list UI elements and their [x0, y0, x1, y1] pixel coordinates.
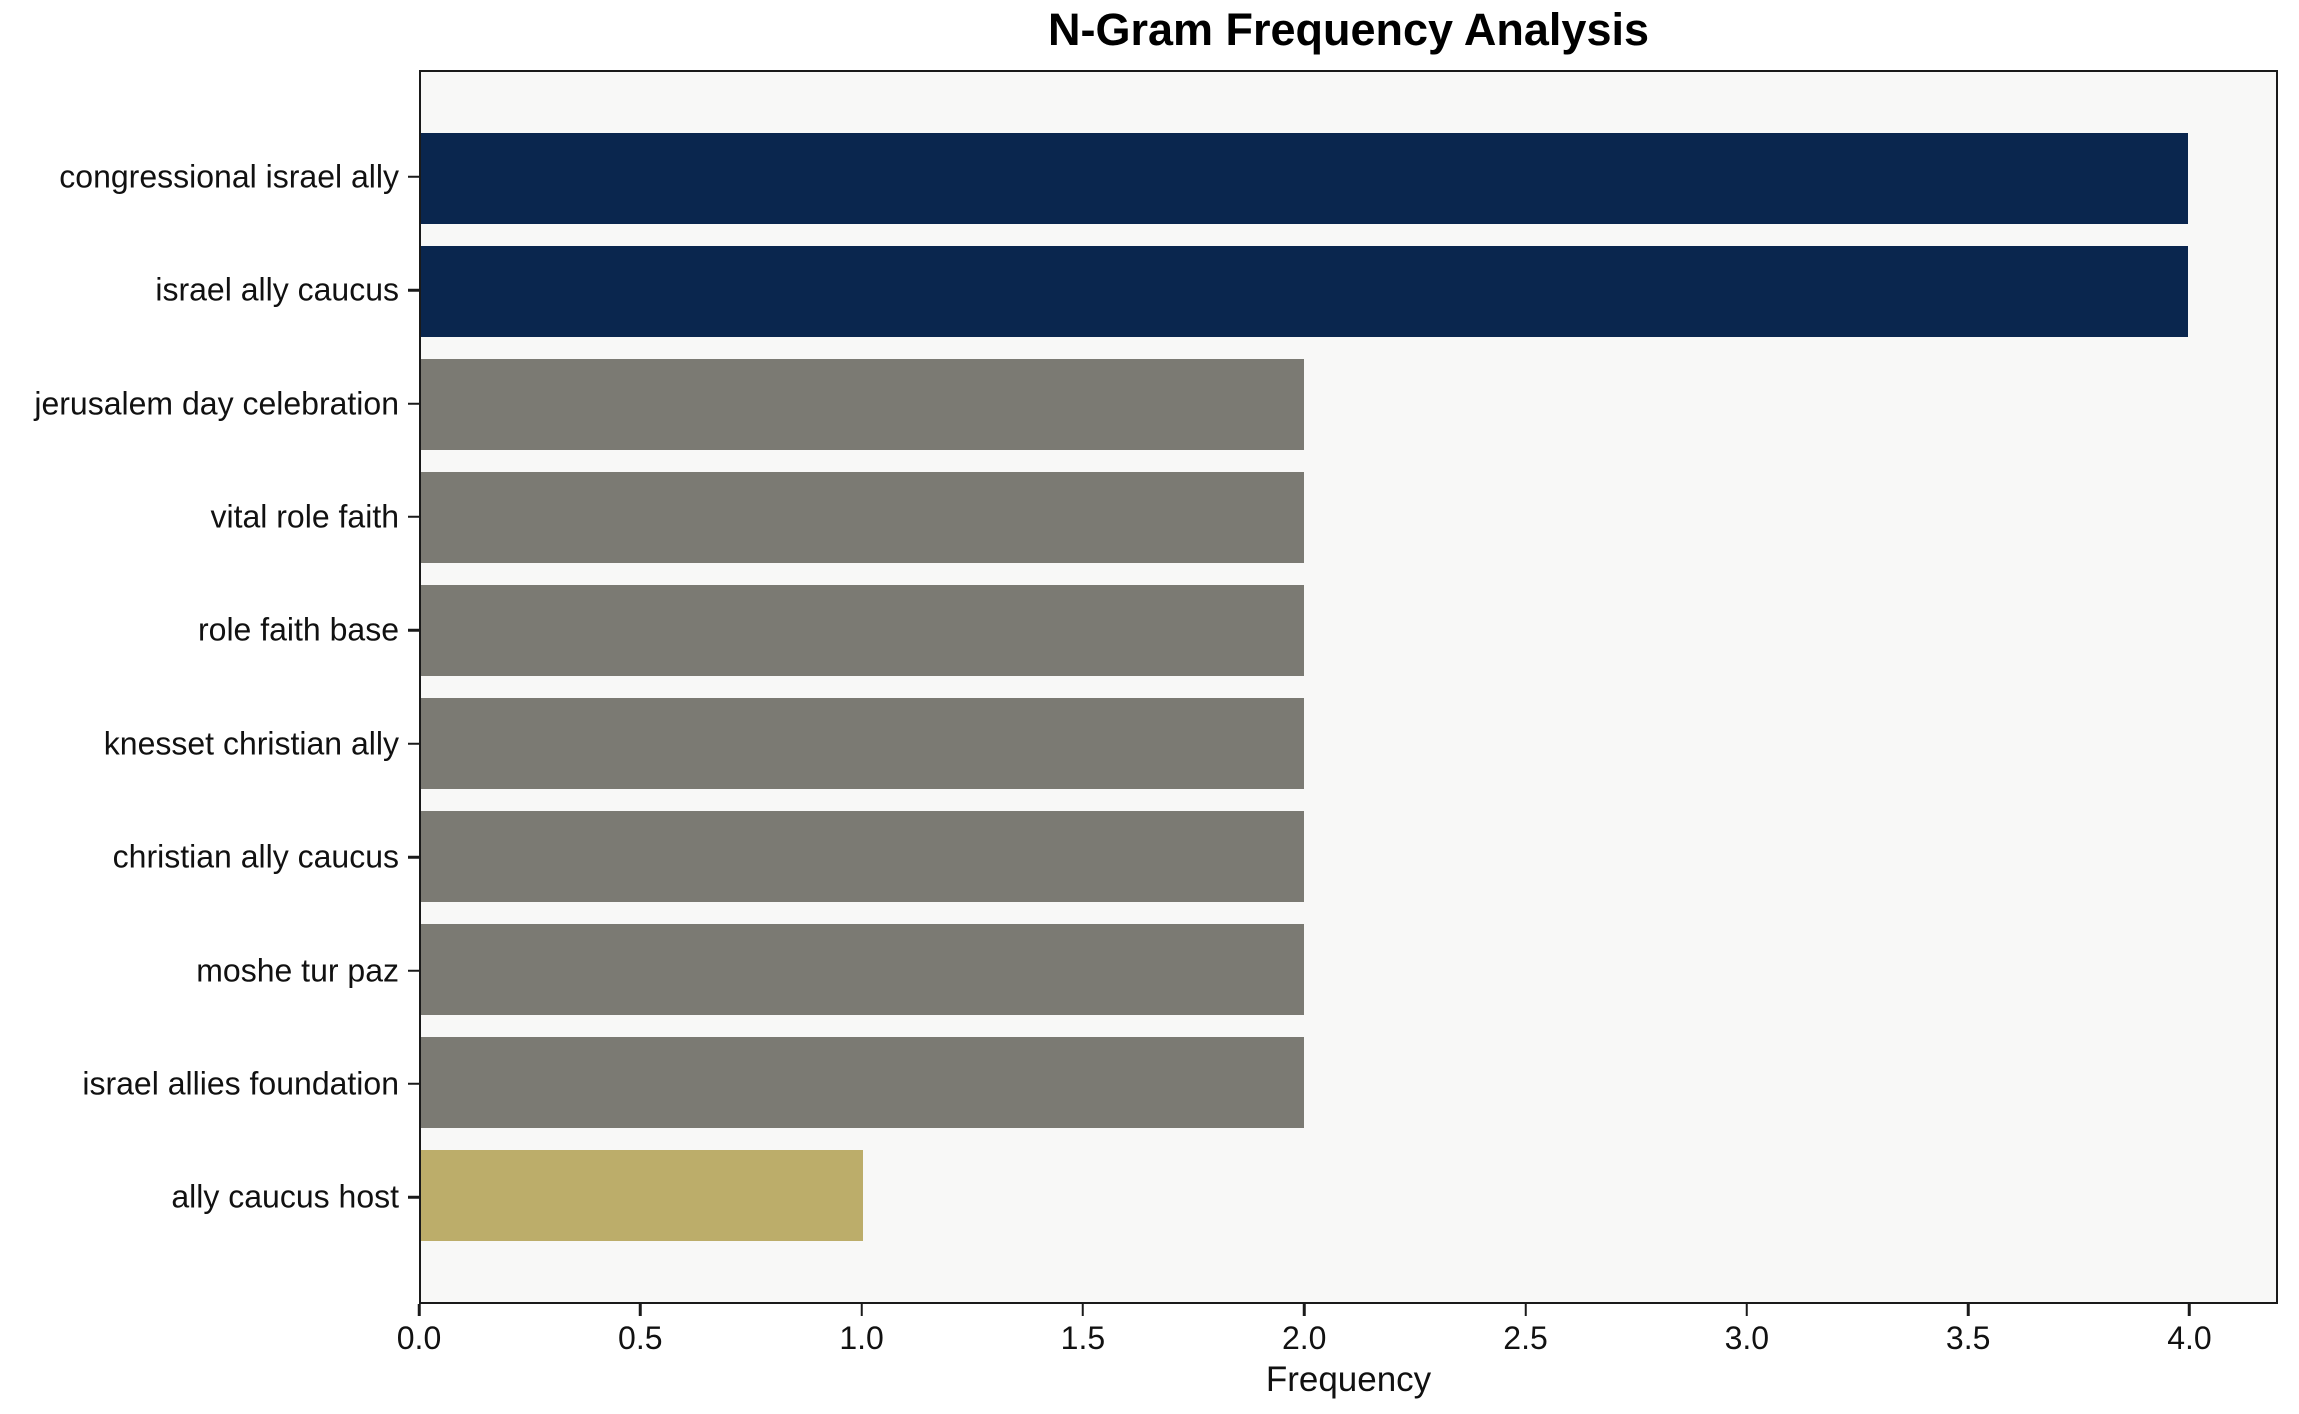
y-tick-label: knesset christian ally: [103, 725, 399, 762]
x-axis-label: Frequency: [1265, 1360, 1432, 1399]
y-tick-label: congressional israel ally: [59, 158, 399, 195]
y-tick-mark: [408, 855, 419, 859]
bar-row: [421, 1139, 2276, 1252]
bar-row: [421, 348, 2276, 461]
bar: [421, 359, 1305, 450]
x-tick-label: 0.5: [618, 1320, 663, 1356]
bar: [421, 1037, 1305, 1128]
y-tick-label: moshe tur paz: [196, 952, 399, 988]
bar-row: [421, 574, 2276, 687]
y-tick-label: christian ally caucus: [112, 838, 399, 875]
y-tick-mark: [408, 288, 419, 292]
bar-row: [421, 913, 2276, 1026]
y-tick-mark: [408, 969, 419, 972]
x-tick-mark: [2188, 1304, 2191, 1316]
y-tick-mark: [408, 1196, 419, 1199]
bar-row: [421, 687, 2276, 800]
y-tick-label: jerusalem day celebration: [34, 385, 399, 421]
x-tick-mark: [1745, 1304, 1749, 1316]
bar: [421, 133, 2188, 224]
bar: [421, 585, 1305, 676]
bar-row: [421, 122, 2276, 235]
bar: [421, 811, 1305, 902]
y-tick-mark: [408, 629, 419, 632]
bar-row: [421, 800, 2276, 913]
bar: [421, 246, 2188, 337]
x-tick-mark: [1081, 1304, 1085, 1316]
x-tick-mark: [860, 1304, 863, 1316]
x-tick-label: 0.0: [396, 1320, 442, 1356]
bar-row: [421, 235, 2276, 348]
x-tick-label: 3.0: [1724, 1320, 1770, 1356]
chart-title: N-Gram Frequency Analysis: [1047, 4, 1650, 55]
bar-row: [421, 1026, 2276, 1139]
x-tick-label: 2.0: [1281, 1320, 1327, 1356]
x-tick-label: 1.5: [1060, 1320, 1106, 1356]
y-tick-label: israel ally caucus: [155, 271, 399, 308]
bar: [421, 472, 1305, 563]
bar: [421, 924, 1305, 1015]
y-tick-mark: [408, 1082, 419, 1086]
bar-row: [421, 461, 2276, 574]
x-tick-mark: [417, 1304, 421, 1316]
y-tick-mark: [408, 402, 419, 405]
plot-area: [419, 70, 2278, 1304]
y-tick-mark: [408, 742, 419, 745]
y-tick-mark: [408, 175, 419, 178]
x-tick-label: 2.5: [1503, 1320, 1548, 1356]
y-tick-label: ally caucus host: [171, 1178, 399, 1215]
x-tick-mark: [639, 1304, 642, 1316]
y-tick-label: role faith base: [197, 611, 399, 648]
y-tick-mark: [408, 515, 419, 519]
bar: [421, 698, 1305, 789]
x-tick-label: 4.0: [2167, 1320, 2212, 1356]
x-tick-mark: [1966, 1304, 1970, 1316]
y-tick-label: vital role faith: [210, 498, 399, 535]
x-tick-mark: [1302, 1304, 1306, 1316]
bar: [421, 1150, 863, 1241]
x-tick-label: 1.0: [839, 1320, 884, 1356]
x-tick-label: 3.5: [1945, 1320, 1991, 1356]
y-tick-label: israel allies foundation: [82, 1065, 399, 1102]
x-tick-mark: [1524, 1304, 1527, 1316]
bars-container: [421, 122, 2276, 1252]
